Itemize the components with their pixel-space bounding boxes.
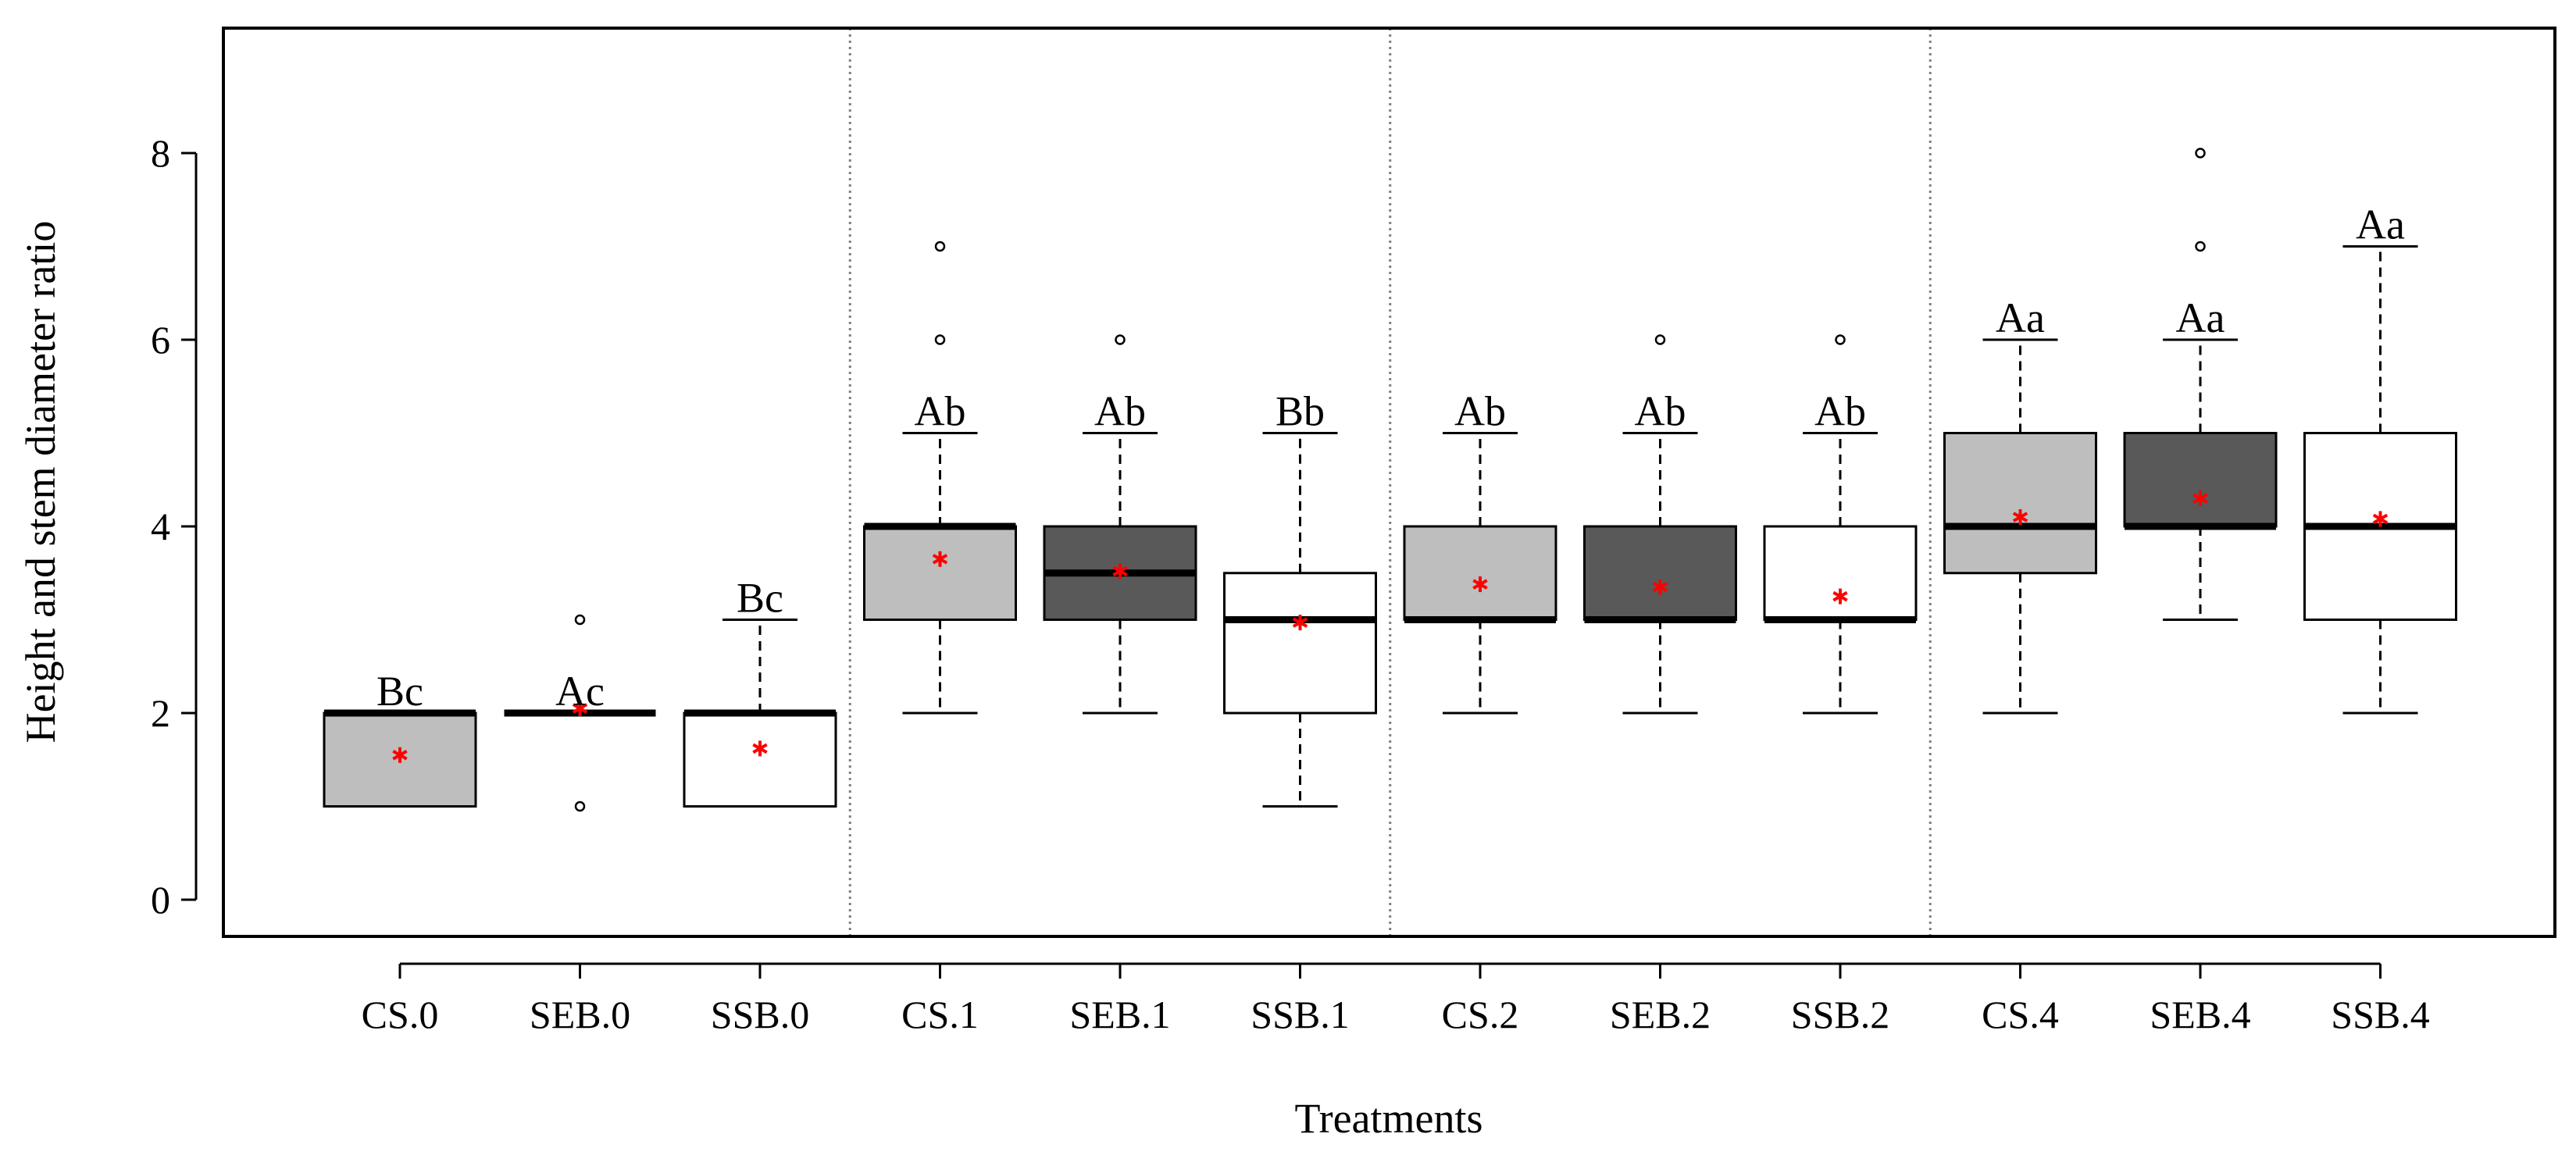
mean-marker <box>572 701 588 717</box>
x-tick-label: CS.0 <box>362 993 439 1036</box>
significance-label: Aa <box>1996 294 2045 341</box>
significance-label: Bb <box>1276 388 1325 435</box>
box-ssb-2: Ab <box>1763 334 1918 715</box>
x-tick-label: SEB.4 <box>2150 993 2250 1036</box>
box-series: Bc Ac Bc Ab Ab Bb Ab Ab Ab Aa Aa Aa <box>323 148 2457 812</box>
y-tick-label: 8 <box>151 131 170 175</box>
mean-marker-stroke <box>1292 617 1308 628</box>
outlier-point <box>1654 334 1666 345</box>
significance-label: Aa <box>2176 294 2225 341</box>
outlier-point <box>934 334 946 345</box>
box-cs-0: Bc <box>323 668 477 808</box>
outlier-point <box>574 801 586 812</box>
mean-marker <box>2012 509 2028 526</box>
significance-label: Ab <box>1094 388 1146 435</box>
mean-marker-stroke <box>572 703 588 714</box>
outlier-point <box>2195 241 2206 252</box>
significance-label: Ac <box>555 668 605 715</box>
x-tick-label: CS.1 <box>901 993 979 1036</box>
x-tick-label: SSB.0 <box>711 993 809 1036</box>
y-tick-label: 6 <box>151 318 170 362</box>
box-iqr <box>1763 525 1918 621</box>
mean-marker <box>1292 615 1308 631</box>
mean-marker <box>1112 563 1128 580</box>
box-iqr <box>2123 432 2278 528</box>
significance-label: Aa <box>2356 201 2405 248</box>
significance-label: Ab <box>1814 388 1866 435</box>
x-tick-label: SEB.0 <box>530 993 630 1036</box>
y-tick-label: 4 <box>151 505 170 548</box>
mean-marker <box>1472 576 1488 593</box>
significance-label: Ab <box>915 388 966 435</box>
mean-marker <box>2372 511 2389 527</box>
box-cs-4: Aa <box>1943 294 2097 715</box>
mean-marker-stroke <box>932 554 948 565</box>
mean-marker-stroke <box>2372 513 2389 525</box>
y-tick-label: 0 <box>151 878 170 922</box>
outlier-point <box>1115 334 1126 345</box>
mean-marker-stroke <box>392 750 408 761</box>
group-separators <box>848 28 1932 936</box>
outlier-point <box>574 614 586 626</box>
x-tick-label: SSB.1 <box>1251 993 1349 1036</box>
box-cs-2: Ab <box>1403 388 1557 715</box>
plot-frame <box>222 27 2556 938</box>
mean-marker-stroke <box>1112 565 1128 577</box>
significance-label: Ab <box>1635 388 1686 435</box>
mean-marker-stroke <box>752 743 768 754</box>
y-axis-title: Height and stem diameter ratio <box>17 221 64 744</box>
box-ssb-1: Bb <box>1223 388 1377 808</box>
box-ssb-0: Bc <box>683 575 837 808</box>
significance-label: Bc <box>376 668 423 715</box>
box-cs-1: Ab <box>863 241 1017 715</box>
mean-marker <box>2192 490 2208 507</box>
box-iqr <box>1943 432 2097 575</box>
significance-label: Ab <box>1454 388 1506 435</box>
box-seb-2: Ab <box>1583 334 1737 715</box>
x-axis: CS.0 SEB.0 SSB.0 CS.1 SEB.1 SSB.1 CS.2 SEB.2 SSB… <box>362 962 2430 1036</box>
mean-marker-stroke <box>1832 590 1848 602</box>
mean-marker <box>392 747 408 763</box>
x-tick-label: SSB.2 <box>1791 993 1889 1036</box>
significance-label: Bc <box>737 575 783 622</box>
box-ssb-4: Aa <box>2303 201 2457 715</box>
mean-marker-stroke <box>1472 579 1488 590</box>
outlier-point <box>2195 148 2206 159</box>
mean-marker <box>752 740 768 757</box>
y-tick-label: 2 <box>151 691 170 735</box>
mean-marker-stroke <box>2012 512 2028 522</box>
x-tick-label: SEB.2 <box>1610 993 1711 1036</box>
mean-marker-stroke <box>2192 493 2208 504</box>
box-iqr <box>1223 572 1377 715</box>
box-iqr <box>1403 525 1557 621</box>
mean-marker <box>1652 579 1668 595</box>
y-axis: 0 2 4 6 8 <box>151 131 198 922</box>
mean-marker <box>932 551 948 567</box>
box-iqr <box>1583 525 1737 621</box>
mean-marker <box>1832 588 1848 604</box>
x-axis-title: Treatments <box>1295 1095 1483 1142</box>
outlier-point <box>1835 334 1846 345</box>
x-tick-label: SSB.4 <box>2331 993 2429 1036</box>
x-tick-label: CS.4 <box>1982 993 2059 1036</box>
box-seb-4: Aa <box>2123 148 2278 621</box>
outlier-point <box>934 241 946 252</box>
x-tick-label: SEB.1 <box>1069 993 1170 1036</box>
x-tick-label: CS.2 <box>1442 993 1519 1036</box>
mean-marker-stroke <box>1652 581 1668 593</box>
box-seb-1: Ab <box>1043 334 1197 715</box>
box-iqr <box>683 711 837 808</box>
box-seb-0: Ac <box>504 614 656 812</box>
box-iqr <box>863 525 1017 621</box>
